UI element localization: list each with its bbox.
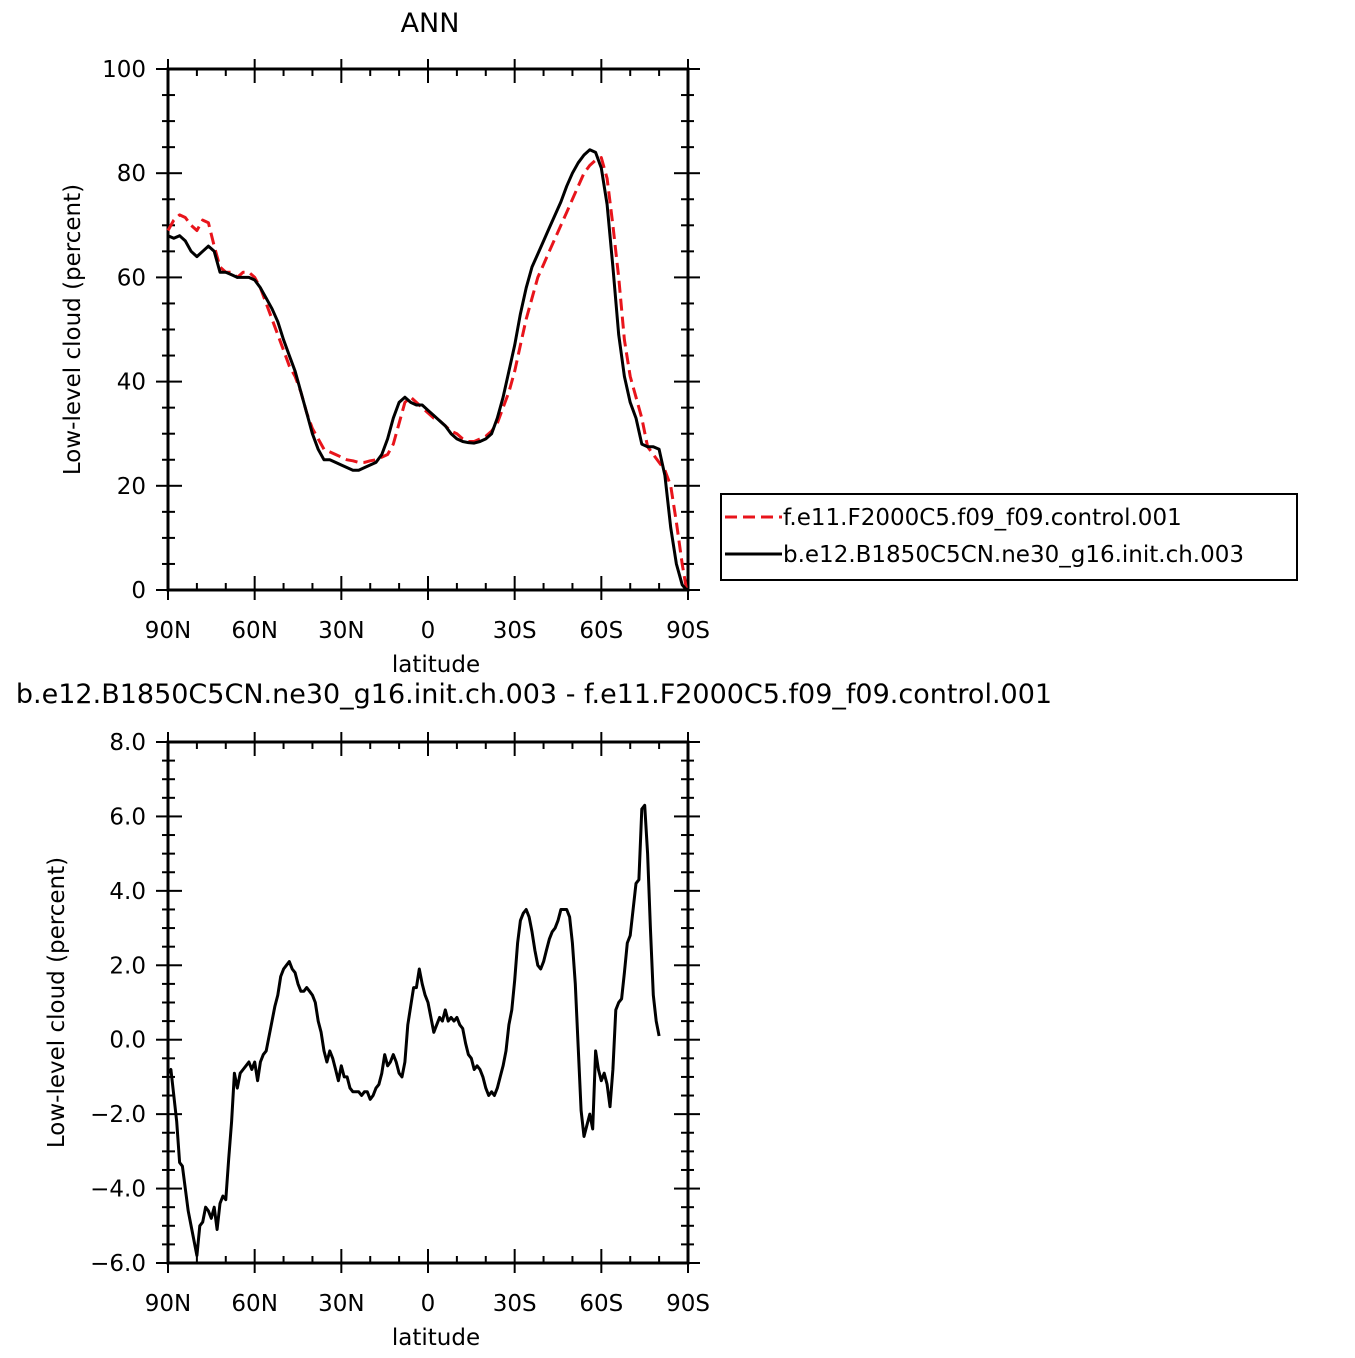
legend-label-2: b.e12.B1850C5CN.ne30_g16.init.ch.003 [783,542,1244,568]
top-line-chart: ANN 90N 60N 30N 0 30S 60S 90S latitude 0 20 40 60 80 1… [60,8,710,678]
x-tick-label: 0 [421,1291,436,1317]
y-tick-label: 2.0 [109,953,146,979]
x-tick-label: 60S [579,1291,623,1317]
y-tick-label: −6.0 [90,1251,146,1277]
y-tick-label: 40 [117,370,146,396]
x-axis-label: latitude [392,1325,480,1351]
y-tick-label: 4.0 [109,879,146,905]
x-tick-label: 0 [421,618,436,644]
x-tick-label: 30N [318,1291,364,1317]
x-tick-label: 60S [579,618,623,644]
x-tick-label: 90S [666,618,710,644]
x-tick-label: 60N [231,618,277,644]
x-tick-label: 30S [493,618,537,644]
chart-title: b.e12.B1850C5CN.ne30_g16.init.ch.003 - f… [16,679,1052,710]
legend-box [720,493,1298,581]
y-axis-label: Low-level cloud (percent) [60,184,86,475]
y-tick-label: −4.0 [90,1177,146,1203]
x-tick-label: 90N [145,1291,191,1317]
y-tick-label: 100 [102,57,146,83]
y-tick-label: −2.0 [90,1102,146,1128]
y-axis-label: Low-level cloud (percent) [44,857,70,1148]
x-tick-label: 30N [318,618,364,644]
legend: f.e11.F2000C5.f09_f09.control.001 b.e12.B… [720,493,1298,581]
x-tick-label: 60N [231,1291,277,1317]
series-line-1 [166,803,661,1258]
x-tick-label: 30S [493,1291,537,1317]
y-tick-label: 0.0 [109,1028,146,1054]
legend-label-1: f.e11.F2000C5.f09_f09.control.001 [783,505,1182,531]
difference-line-chart: b.e12.B1850C5CN.ne30_g16.init.ch.003 - f… [16,679,1052,1351]
chart-title: ANN [401,8,460,39]
y-tick-label: 8.0 [109,730,146,756]
y-tick-label: 0 [131,578,146,604]
plot-frame [166,67,690,592]
x-tick-label: 90N [145,618,191,644]
y-tick-label: 20 [117,474,146,500]
series-line-2 [167,148,688,591]
x-tick-label: 90S [666,1291,710,1317]
y-tick-label: 60 [117,265,146,291]
series-line-1 [166,156,689,591]
x-axis-label: latitude [392,652,480,678]
y-tick-label: 80 [117,161,146,187]
y-tick-label: 6.0 [109,804,146,830]
